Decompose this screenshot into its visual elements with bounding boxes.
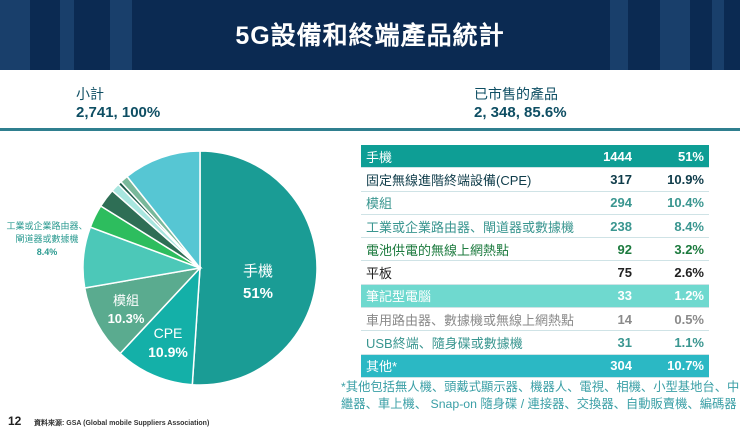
slice-label-module-pct: 10.3%	[108, 311, 145, 326]
marketed-block: 已市售的產品 2, 348, 85.6%	[474, 84, 567, 121]
slice-label-router-pct: 8.4%	[37, 247, 58, 257]
table-row: 車用路由器、數據機或無線上網熱點 14 0.5%	[361, 307, 709, 332]
row-category: USB終端、隨身碟或數據機	[361, 330, 596, 355]
subtotal-label: 小計	[76, 86, 104, 102]
slice-label-phone-name: 手機	[243, 263, 273, 280]
pie-slice-2	[83, 266, 203, 355]
row-count: 75	[595, 260, 637, 285]
row-category: 其他*	[361, 354, 596, 378]
subtotal-block: 小計 2,741, 100%	[76, 84, 160, 121]
slice-label-cpe-name: CPE	[154, 325, 183, 341]
pie-slice-9	[126, 150, 201, 271]
page-number: 12	[8, 414, 22, 428]
row-category: 平板	[361, 260, 596, 285]
pie-slice-0	[191, 150, 318, 386]
pie-slice-1	[119, 265, 201, 386]
row-percent: 10.9%	[637, 167, 709, 192]
product-table: 手機 1444 51% 固定無線進階終端設備(CPE) 317 10.9% 模組 294 10.…	[361, 145, 709, 378]
row-category: 工業或企業路由器、閘道器或數據機	[361, 214, 596, 239]
table-row: 工業或企業路由器、閘道器或數據機 238 8.4%	[361, 214, 709, 239]
slice-label-router-line2: 閘道器或數據機	[15, 233, 78, 244]
row-percent: 1.1%	[637, 330, 709, 355]
row-percent: 0.5%	[637, 307, 709, 332]
pie-chart: 手機 51% CPE 10.9% 模組 10.3% 工業或企業路由器、 閘道器或…	[6, 150, 318, 386]
footnote: *其他包括無人機、頭戴式顯示器、機器人、電視、相機、小型基地台、中繼器、車上機、…	[341, 380, 740, 411]
subtotal-value: 2,741, 100%	[76, 104, 161, 121]
table-row: 筆記型電腦 33 1.2%	[361, 284, 709, 309]
slice-label-phone-pct: 51%	[243, 285, 273, 302]
row-category: 筆記型電腦	[361, 284, 596, 309]
table-row: 手機 1444 51%	[361, 145, 709, 169]
table-row: 模組 294 10.4%	[361, 191, 709, 215]
slice-label-router-line1: 工業或企業路由器、	[6, 220, 87, 231]
marketed-value: 2, 348, 85.6%	[474, 104, 567, 121]
row-percent: 51%	[637, 145, 709, 169]
row-percent: 8.4%	[637, 214, 709, 239]
row-count: 317	[595, 167, 637, 192]
marketed-label: 已市售的產品	[474, 86, 558, 102]
row-count: 14	[595, 307, 637, 332]
row-count: 1444	[595, 145, 637, 169]
table-row: 固定無線進階終端設備(CPE) 317 10.9%	[361, 167, 709, 192]
table-row: 其他* 304 10.7%	[361, 354, 709, 378]
row-count: 92	[595, 237, 637, 262]
slice-label-module-name: 模組	[113, 293, 139, 308]
row-count: 31	[595, 330, 637, 355]
row-category: 車用路由器、數據機或無線上網熱點	[361, 307, 596, 332]
row-percent: 10.7%	[637, 354, 709, 378]
table-row: 平板 75 2.6%	[361, 260, 709, 285]
row-percent: 2.6%	[637, 260, 709, 285]
header-banner: 5G設備和終端產品統計	[0, 0, 740, 70]
table-row: USB終端、隨身碟或數據機 31 1.1%	[361, 330, 709, 355]
page-title: 5G設備和終端產品統計	[235, 22, 505, 50]
row-category: 電池供電的無線上網熱點	[361, 237, 596, 262]
row-category: 手機	[361, 145, 596, 169]
row-category: 模組	[361, 191, 596, 215]
row-count: 294	[595, 191, 637, 215]
row-count: 33	[595, 284, 637, 309]
row-count: 304	[595, 354, 637, 378]
source-note: 資料來源: GSA (Global mobile Suppliers Assoc…	[34, 420, 210, 427]
slice-label-cpe-pct: 10.9%	[148, 344, 188, 360]
row-count: 238	[595, 214, 637, 239]
row-percent: 1.2%	[637, 284, 709, 309]
row-percent: 3.2%	[637, 237, 709, 262]
row-category: 固定無線進階終端設備(CPE)	[361, 167, 596, 192]
table-row: 電池供電的無線上網熱點 92 3.2%	[361, 237, 709, 262]
divider-line	[0, 128, 740, 131]
row-percent: 10.4%	[637, 191, 709, 215]
